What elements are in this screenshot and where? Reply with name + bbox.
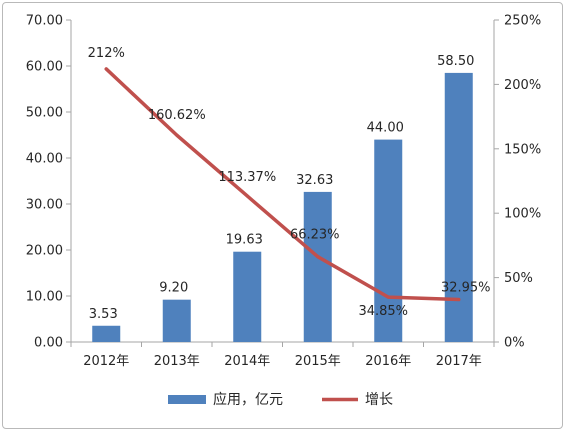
y-left-tick-label: 70.00	[26, 14, 63, 29]
growth-value-label: 66.23%	[290, 228, 340, 243]
axes: 0.00 10.00 20.00 30.00 40.00 50.00 60.00 70.00 0…	[26, 14, 541, 370]
growth-value-label: 34.85%	[358, 304, 408, 319]
growth-point	[245, 194, 249, 198]
growth-value-label: 113.37%	[218, 170, 276, 185]
y-left-tick-label: 30.00	[26, 198, 63, 213]
growth-value-label: 160.62%	[148, 108, 206, 123]
bar-value-label: 9.20	[159, 281, 188, 296]
y-left-tick-label: 50.00	[26, 106, 63, 121]
bar	[444, 72, 473, 343]
growth-point	[386, 295, 390, 299]
y-left-tick-label: 40.00	[26, 152, 63, 167]
y-right-tick-label: 250%	[504, 14, 541, 29]
bar-value-label: 44.00	[367, 121, 404, 136]
bar	[233, 251, 262, 342]
y-right-tick-label: 100%	[504, 207, 541, 222]
line-series	[104, 67, 461, 302]
x-tick-label: 2014年	[224, 354, 270, 369]
x-tick-label: 2017年	[436, 354, 482, 369]
growth-point	[104, 67, 108, 71]
growth-line	[104, 67, 461, 302]
bar-series	[92, 72, 473, 343]
bar	[92, 325, 121, 342]
bar-value-label: 58.50	[437, 54, 474, 69]
bar-value-label: 19.63	[226, 233, 263, 248]
y-right-tick-label: 0%	[504, 336, 525, 351]
legend-bar-label: 应用，亿元	[213, 391, 283, 408]
y-right-tick-label: 200%	[504, 78, 541, 93]
y-right-tick-label: 50%	[504, 271, 533, 286]
x-tick-label: 2016年	[365, 354, 411, 369]
legend: 应用，亿元 增长	[168, 391, 393, 408]
y-right-tick-label: 150%	[504, 142, 541, 157]
bar-value-label: 32.63	[296, 173, 333, 188]
data-labels: 3.53 9.20 19.63 32.63 44.00 58.50 212% 160.62% 1…	[88, 46, 491, 322]
growth-point	[316, 255, 320, 259]
bar	[374, 139, 403, 342]
x-tick-label: 2013年	[154, 354, 200, 369]
y-left-tick-label: 10.00	[26, 290, 63, 305]
bar-value-label: 3.53	[89, 307, 118, 322]
x-tick-label: 2012年	[83, 354, 129, 369]
growth-value-label: 212%	[88, 46, 125, 61]
y-left-tick-label: 60.00	[26, 60, 63, 75]
growth-value-label: 32.95%	[441, 281, 491, 296]
legend-line-label: 增长	[365, 392, 393, 408]
growth-point	[175, 133, 179, 137]
bar	[162, 299, 191, 342]
growth-point	[457, 298, 461, 302]
bar	[303, 191, 332, 342]
y-left-tick-label: 0.00	[34, 336, 63, 351]
x-tick-label: 2015年	[295, 354, 341, 369]
legend-bar-swatch	[168, 395, 206, 404]
y-left-tick-label: 20.00	[26, 244, 63, 259]
